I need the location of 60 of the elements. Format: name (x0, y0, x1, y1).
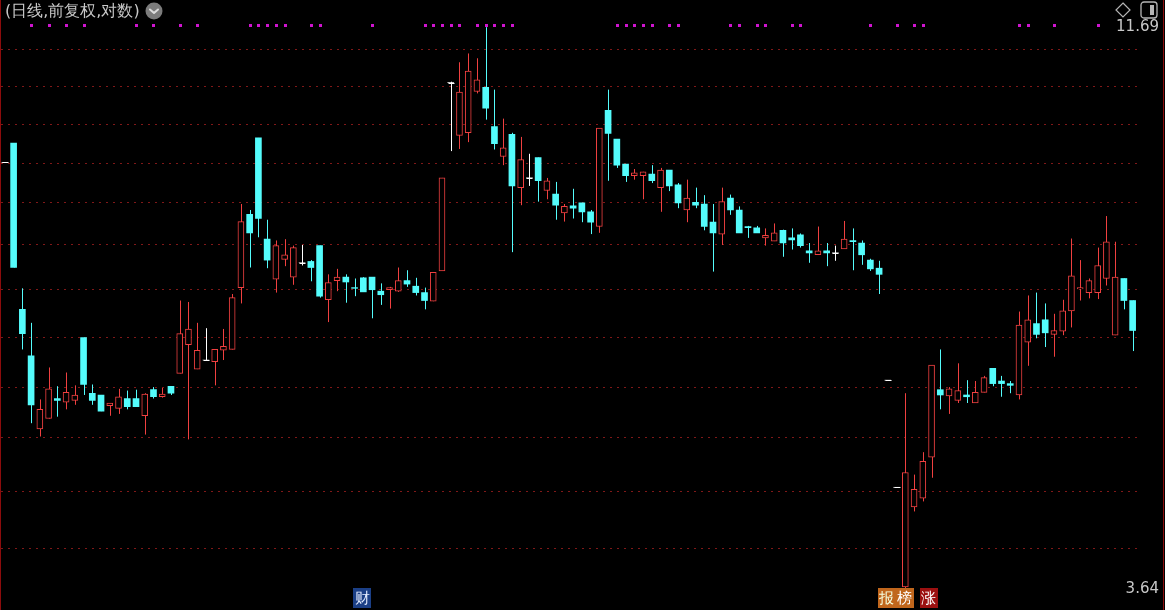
candlestick (1041, 302, 1049, 348)
candlestick (499, 118, 507, 166)
chart-title: (日线,前复权,对数) (5, 1, 140, 21)
candlestick (54, 385, 61, 418)
candlestick (998, 375, 1005, 398)
candlestick (604, 89, 612, 182)
candlestick (211, 348, 219, 386)
candlestick (1076, 259, 1084, 302)
candlestick (700, 194, 708, 231)
candlestick (298, 244, 306, 266)
candlestick (657, 167, 664, 213)
candlestick (1059, 299, 1067, 336)
candlestick (735, 205, 743, 234)
candlestick (246, 209, 253, 269)
candlestick (193, 322, 201, 370)
candlestick (587, 209, 594, 235)
candlestick (141, 392, 149, 436)
candlestick (665, 169, 673, 192)
candlestick (115, 388, 122, 415)
y-tick-label: 11.69 (1116, 17, 1159, 36)
candlestick (325, 273, 332, 323)
candlestick (954, 362, 962, 404)
candlestick (683, 179, 691, 223)
text: 榜 (897, 589, 913, 607)
candlestick (1033, 292, 1040, 339)
text: 财 (354, 589, 370, 607)
text: 涨 (921, 589, 937, 607)
candlestick (482, 26, 490, 121)
candlestick (552, 181, 559, 221)
candlestick (377, 282, 385, 306)
candlestick (185, 301, 192, 440)
candlestick (281, 238, 288, 267)
candlestick (88, 383, 96, 406)
candlestick (936, 348, 944, 410)
candlestick (307, 259, 315, 282)
candlestick (858, 239, 865, 266)
candlestick (394, 267, 402, 293)
candlestick (727, 194, 734, 216)
candlestick (543, 177, 551, 200)
candlestick (875, 260, 883, 295)
candlestick (534, 157, 542, 203)
candlestick (849, 227, 857, 271)
candlestick (491, 89, 498, 150)
text: 报 (878, 589, 895, 607)
candlestick (692, 187, 699, 209)
candlestick (1024, 294, 1032, 367)
candlestick (569, 188, 577, 219)
candlestick (71, 384, 79, 406)
candlestick (123, 390, 131, 410)
candlestick (421, 287, 428, 310)
candlestick (1120, 278, 1128, 310)
candlestick (639, 171, 647, 200)
candlestick (220, 328, 227, 361)
y-tick-label: 3.64 (1125, 579, 1159, 598)
candlestick (447, 81, 455, 152)
candlestick (578, 202, 586, 223)
candlestick (832, 245, 839, 262)
candlestick (1050, 313, 1058, 358)
candlestick (342, 273, 350, 304)
candlestick (674, 182, 682, 209)
